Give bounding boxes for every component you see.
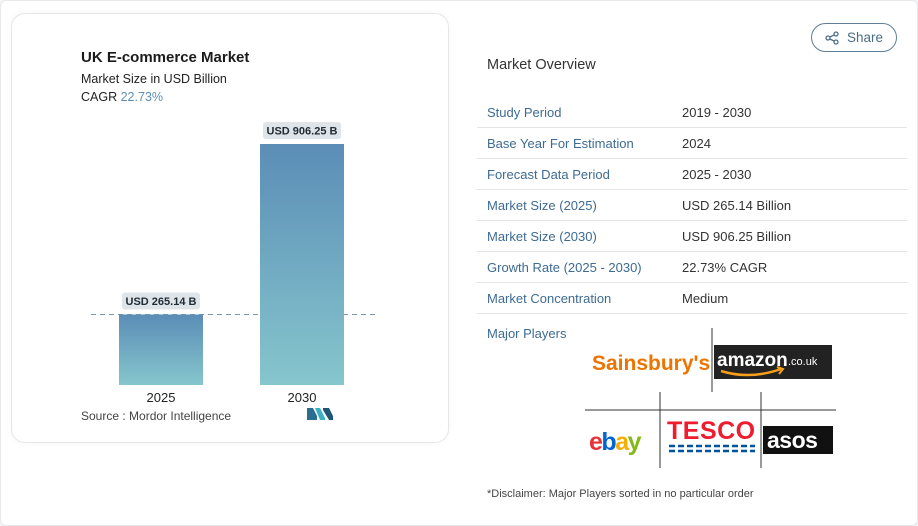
chart-cagr: CAGR 22.73% <box>81 90 163 104</box>
overview-row-label: Base Year For Estimation <box>487 136 634 151</box>
ebay-wordmark: ebay <box>589 428 642 456</box>
share-label: Share <box>846 30 884 45</box>
chart-subtitle: Market Size in USD Billion <box>81 72 227 86</box>
overview-row-label: Forecast Data Period <box>487 167 610 182</box>
share-button[interactable]: Share <box>811 23 897 52</box>
data-label-badge <box>263 122 341 139</box>
tesco-wordmark: TESCO <box>667 417 756 445</box>
x-tick-label: 2030 <box>288 390 317 405</box>
overview-row-value: USD 265.14 Billion <box>682 198 792 213</box>
disclaimer: *Disclaimer: Major Players sorted in no … <box>487 488 754 500</box>
amazon-arrow-icon <box>776 366 785 375</box>
share-icon <box>825 30 839 45</box>
overview-row: Forecast Data Period 2025 - 2030 <box>477 159 907 190</box>
amazon-domain: .co.uk <box>788 356 818 368</box>
data-label: USD 906.25 B <box>267 126 338 138</box>
amazon-logo: amazon .co.uk <box>714 345 832 379</box>
bar-chart: USD 265.14 B 2025 USD 906.25 B 2030 <box>91 122 376 405</box>
data-label-badge <box>122 292 200 310</box>
major-players-label: Major Players <box>487 326 567 341</box>
x-tick-label: 2025 <box>147 390 176 405</box>
overview-row-value: USD 906.25 Billion <box>682 229 792 244</box>
major-players-logos: Sainsbury's amazon .co.uk ebay ebay TESC… <box>585 328 836 468</box>
overview-row-value: 22.73% CAGR <box>682 260 768 275</box>
overview-title: Market Overview <box>487 57 596 73</box>
amazon-wordmark: amazon <box>717 350 788 371</box>
overview-row-label: Growth Rate (2025 - 2030) <box>487 260 642 275</box>
mordor-intelligence-logo <box>307 408 333 420</box>
bar-2025 <box>119 314 203 385</box>
tesco-logo: TESCO <box>667 417 756 453</box>
chart-title: UK E-commerce Market <box>81 49 250 66</box>
asos-wordmark: asos <box>767 427 817 453</box>
sainsburys-logo: Sainsbury's <box>592 352 710 375</box>
chart-card <box>11 13 449 443</box>
bar-2030 <box>260 144 344 385</box>
chart-source: Source : Mordor Intelligence <box>81 409 232 423</box>
overview-row-label: Market Size (2025) <box>487 198 597 213</box>
overview-table: Study Period 2019 - 2030 Base Year For Est… <box>477 97 907 314</box>
overview-row-value: Medium <box>682 291 729 306</box>
overview-row: Study Period 2019 - 2030 <box>477 97 907 128</box>
overview-row-label: Market Size (2030) <box>487 229 597 244</box>
cagr-label: CAGR <box>81 90 118 104</box>
cagr-value: 22.73% <box>120 90 164 104</box>
overview-row-label: Study Period <box>487 105 562 120</box>
overview-row-label: Market Concentration <box>487 291 612 306</box>
overview-row: Market Size (2025) USD 265.14 Billion <box>477 190 907 221</box>
overview-row: Growth Rate (2025 - 2030) 22.73% CAGR <box>477 252 907 283</box>
overview-row: Base Year For Estimation 2024 <box>477 128 907 159</box>
amazon-smile-icon <box>720 367 782 377</box>
overview-row-value: 2024 <box>682 136 711 151</box>
ebay-logo: ebay ebay <box>589 428 643 456</box>
data-label: USD 265.14 B <box>126 296 197 308</box>
overview-row-value: 2025 - 2030 <box>682 167 752 182</box>
overview-row: Market Concentration Medium <box>477 283 907 314</box>
overview-row: Market Size (2030) USD 906.25 Billion <box>477 221 907 252</box>
asos-logo: asos <box>763 426 833 454</box>
overview-row-value: 2019 - 2030 <box>682 105 752 120</box>
